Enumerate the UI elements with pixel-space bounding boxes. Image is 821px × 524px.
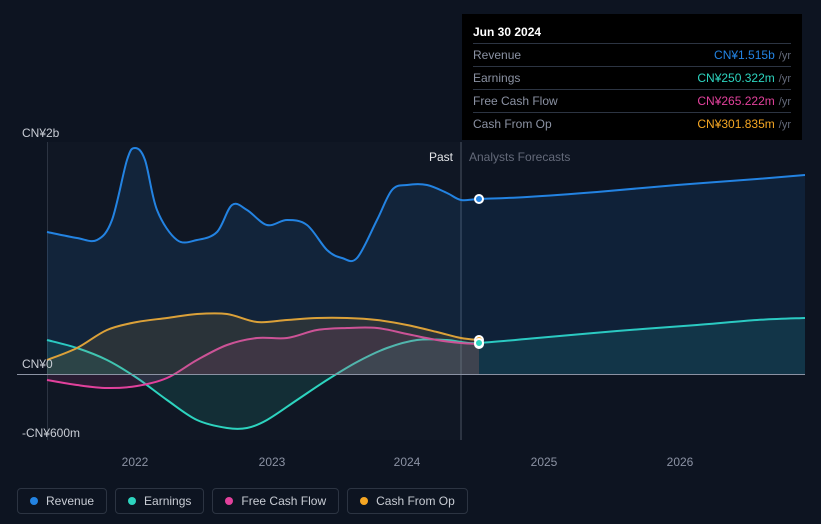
tooltip-row-value: CN¥301.835m xyxy=(697,117,774,131)
legend-label: Cash From Op xyxy=(376,494,455,508)
legend-item-cash_from_op[interactable]: Cash From Op xyxy=(347,488,468,514)
earnings-marker xyxy=(474,338,484,348)
past-label: Past xyxy=(429,150,453,164)
x-tick-label: 2024 xyxy=(394,455,421,469)
legend-item-earnings[interactable]: Earnings xyxy=(115,488,204,514)
tooltip-row-value: CN¥250.322m xyxy=(697,71,774,85)
legend-item-revenue[interactable]: Revenue xyxy=(17,488,107,514)
tooltip-date: Jun 30 2024 xyxy=(473,21,791,44)
x-tick-label: 2026 xyxy=(667,455,694,469)
x-tick-label: 2023 xyxy=(259,455,286,469)
y-tick-label: CN¥2b xyxy=(22,126,59,140)
tooltip-row-label: Revenue xyxy=(473,48,521,62)
tooltip-row: Revenue CN¥1.515b/yr xyxy=(473,44,791,67)
legend-dot-icon xyxy=(360,497,368,505)
zero-baseline xyxy=(17,374,805,375)
tooltip-row-label: Free Cash Flow xyxy=(473,94,558,108)
legend-label: Revenue xyxy=(46,494,94,508)
x-tick-label: 2022 xyxy=(122,455,149,469)
tooltip-row-unit: /yr xyxy=(779,119,791,131)
chart-tooltip: Jun 30 2024 Revenue CN¥1.515b/yr Earnings C… xyxy=(462,14,802,140)
legend-dot-icon xyxy=(225,497,233,505)
legend-label: Earnings xyxy=(144,494,191,508)
tooltip-row: Cash From Op CN¥301.835m/yr xyxy=(473,113,791,135)
tooltip-row-value: CN¥265.222m xyxy=(697,94,774,108)
legend-label: Free Cash Flow xyxy=(241,494,326,508)
tooltip-row-value: CN¥1.515b xyxy=(714,48,775,62)
tooltip-row-unit: /yr xyxy=(779,50,791,62)
legend-dot-icon xyxy=(128,497,136,505)
tooltip-row-unit: /yr xyxy=(779,73,791,85)
revenue-area xyxy=(47,148,805,374)
y-tick-label: CN¥0 xyxy=(22,357,53,371)
legend-dot-icon xyxy=(30,497,38,505)
tooltip-row: Free Cash Flow CN¥265.222m/yr xyxy=(473,90,791,113)
y-tick-label: -CN¥600m xyxy=(22,426,80,440)
revenue-marker xyxy=(474,194,484,204)
legend-item-free_cash_flow[interactable]: Free Cash Flow xyxy=(212,488,339,514)
tooltip-row-label: Cash From Op xyxy=(473,117,552,131)
chart-legend: Revenue Earnings Free Cash Flow Cash From O… xyxy=(17,488,468,514)
x-tick-label: 2025 xyxy=(531,455,558,469)
tooltip-row: Earnings CN¥250.322m/yr xyxy=(473,67,791,90)
tooltip-row-unit: /yr xyxy=(779,96,791,108)
forecast-label: Analysts Forecasts xyxy=(469,150,570,164)
tooltip-row-label: Earnings xyxy=(473,71,520,85)
